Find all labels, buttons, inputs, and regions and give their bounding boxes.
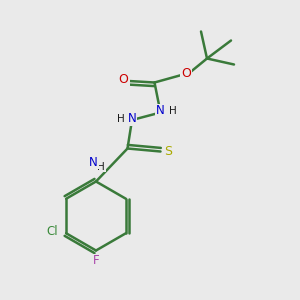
Text: H: H [169,106,176,116]
Text: O: O [119,73,128,86]
Text: F: F [93,254,99,268]
Text: O: O [181,67,191,80]
Text: S: S [164,145,172,158]
Text: H: H [117,113,124,124]
Text: H: H [98,161,105,172]
Text: N: N [89,155,98,169]
Text: Cl: Cl [47,225,58,238]
Text: N: N [128,112,136,125]
Text: N: N [156,104,165,118]
